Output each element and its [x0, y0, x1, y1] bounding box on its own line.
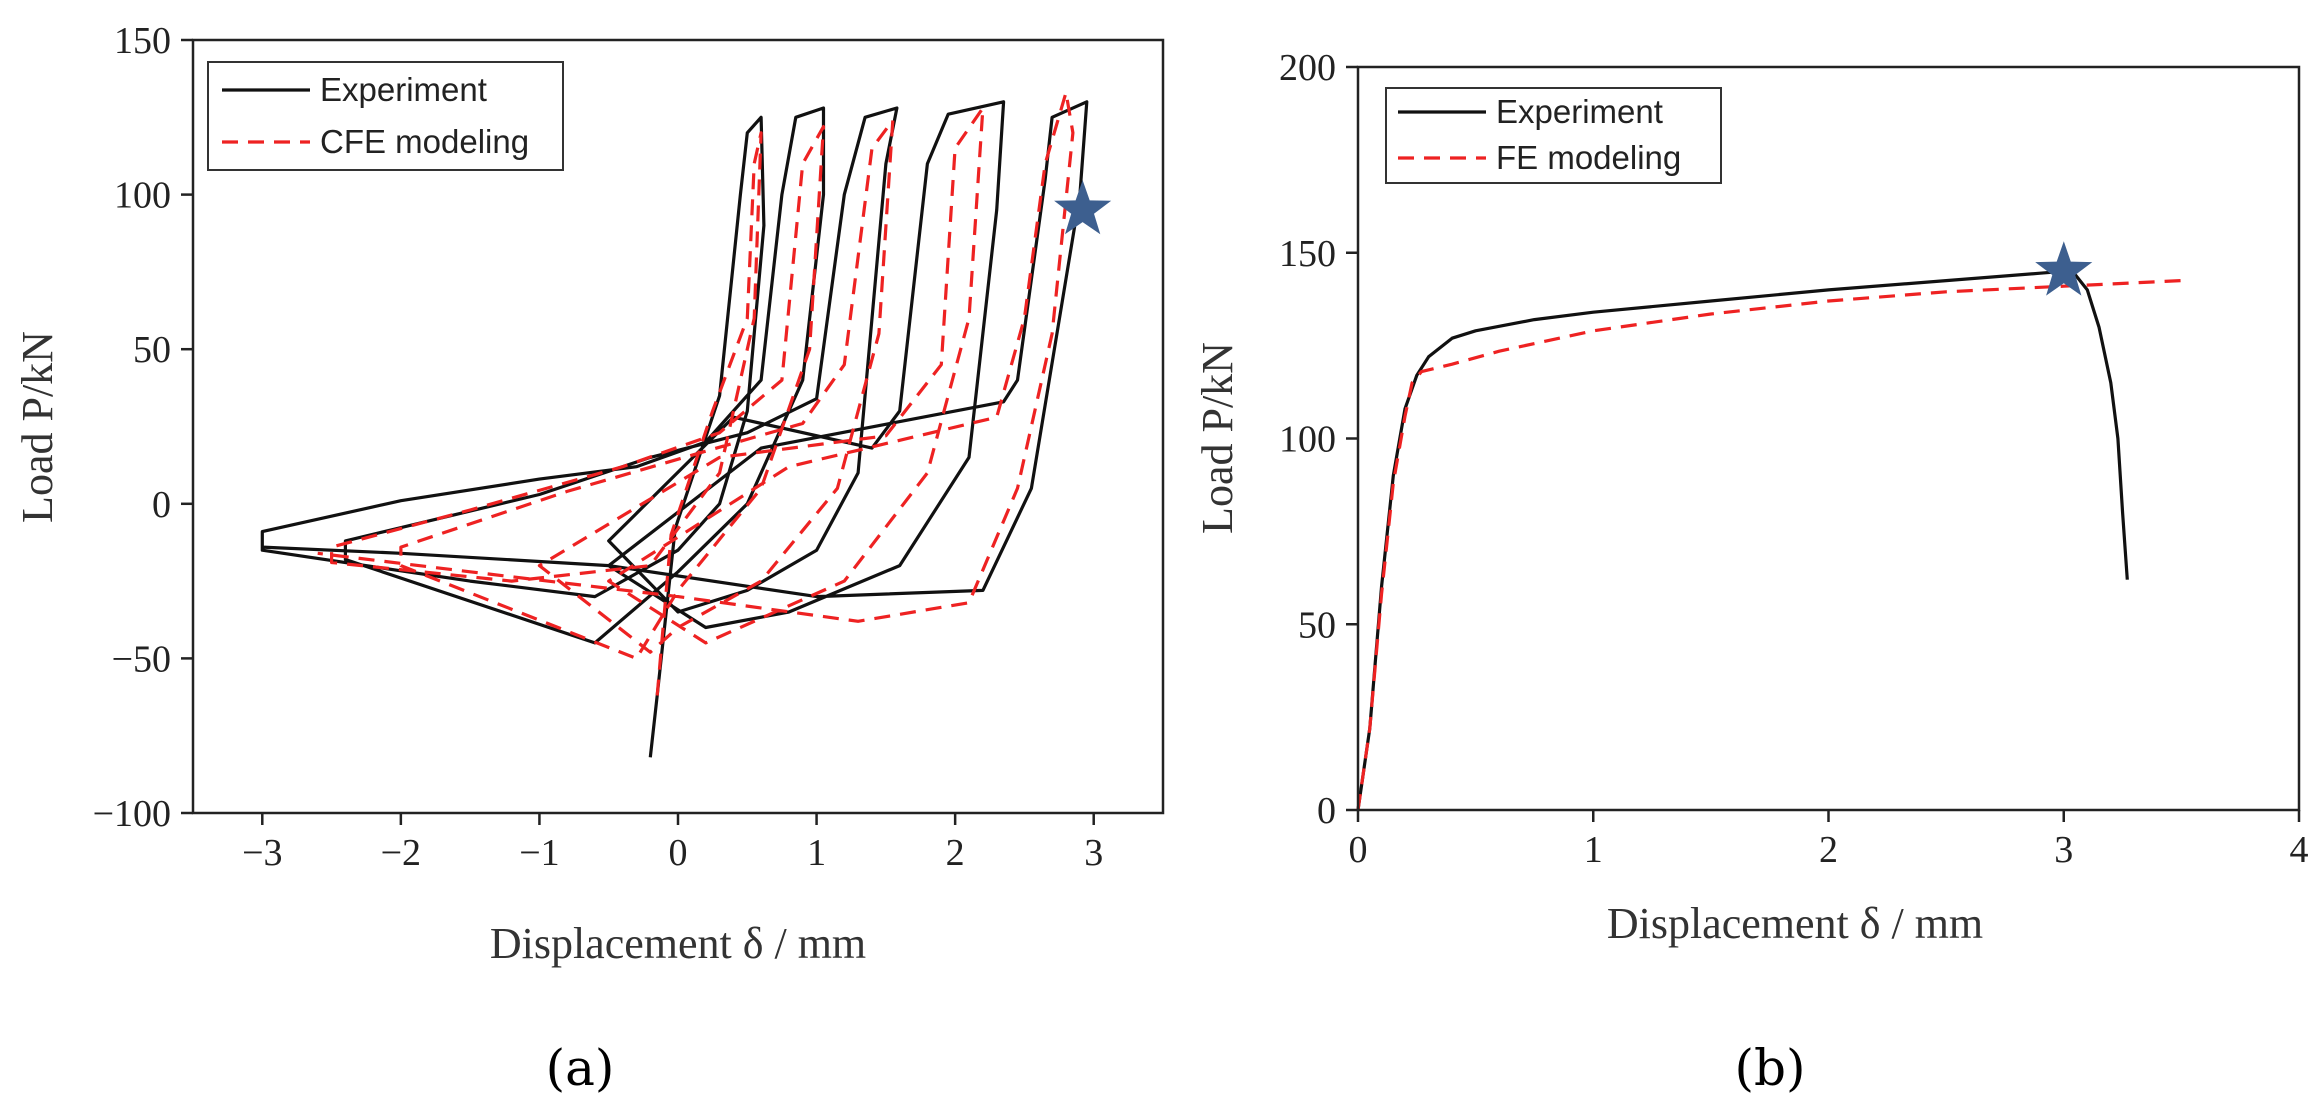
panel-a-x-tick-label: −3: [242, 832, 282, 874]
panel-a-y-tick-label: 100: [114, 175, 171, 217]
panel-a-x-tick-label: 2: [946, 832, 965, 874]
panel-b-x-tick-label: 1: [1584, 829, 1603, 871]
panel-a-star-marker: [1054, 180, 1112, 235]
panel-b-series-fe-modeling: [1356, 279, 2182, 811]
panel-b-x-tick-label: 0: [1349, 829, 1368, 871]
panel-b-y-tick-label: 0: [1317, 790, 1336, 832]
panel-a-marker-layer: [1054, 180, 1112, 235]
panel-b-x-tick-label: 2: [1819, 829, 1838, 871]
panel-b-x-tick-label: 4: [2290, 829, 2309, 871]
panel-a-y-tick-label: −50: [112, 638, 171, 680]
panel-a-caption: (a): [546, 1039, 615, 1097]
panel-b-y-tick-label: 200: [1279, 47, 1336, 89]
panel-a-legend: Experiment CFE modeling: [207, 61, 564, 171]
panel-a-y-tick-label: 150: [114, 20, 171, 62]
panel-b-series-experiment: [1356, 269, 2129, 811]
panel-a-y-tick-label: 50: [133, 329, 171, 371]
panel-a-x-tick-label: 1: [807, 832, 826, 874]
panel-a-x-tick-label: −1: [519, 832, 559, 874]
panel-b-legend-box: [1385, 87, 1722, 184]
panel-b-marker-layer: [2035, 241, 2093, 296]
panel-b-x-axis-title: Displacement δ / mm: [1607, 899, 1983, 948]
panel-a-tick-layer: −3 −2 −1 0 1 2 3 −100 −50 0 50 100 150: [93, 20, 1104, 874]
panel-b-legend-fe-label: FE modeling: [1496, 139, 1681, 176]
panel-a-x-tick-label: 3: [1084, 832, 1103, 874]
chart-panel-a: −3 −2 −1 0 1 2 3 −100 −50 0 50 100 150 Experiment CF…: [13, 20, 1165, 1097]
panel-b-legend: Experiment FE modeling: [1385, 87, 1722, 184]
panel-b-legend-experiment-label: Experiment: [1496, 93, 1663, 130]
panel-b-caption: (b): [1734, 1039, 1805, 1097]
panel-a-x-axis-title: Displacement δ / mm: [490, 919, 866, 968]
panel-b-y-tick-label: 100: [1279, 419, 1336, 461]
panel-b-star-marker: [2035, 241, 2093, 296]
panel-b-series-layer: [1356, 269, 2182, 811]
panel-a-series-layer: [260, 91, 1089, 758]
panel-b-y-tick-label: 150: [1279, 233, 1336, 275]
panel-b-y-tick-label: 50: [1298, 604, 1336, 646]
panel-a-legend-experiment-label: Experiment: [320, 71, 487, 108]
panel-b-x-tick-label: 3: [2054, 829, 2073, 871]
panel-a-x-tick-label: 0: [669, 832, 688, 874]
panel-a-series-experiment: [260, 100, 1089, 758]
chart-panel-b: 0 1 2 3 4 0 50 100 150 200 Experiment FE modeling…: [1193, 47, 2309, 1097]
panel-a-y-tick-label: 0: [152, 484, 171, 526]
panel-a-y-tick-label: −100: [93, 793, 171, 835]
panel-b-y-axis-title: Load P/kN: [1193, 342, 1242, 534]
panel-a-x-tick-label: −2: [381, 832, 421, 874]
panel-a-legend-fe-label: CFE modeling: [320, 123, 529, 160]
panel-a-y-axis-title: Load P/kN: [13, 331, 62, 523]
panel-a-legend-box: [207, 61, 564, 171]
panel-b-tick-layer: 0 1 2 3 4 0 50 100 150 200: [1279, 47, 2309, 871]
